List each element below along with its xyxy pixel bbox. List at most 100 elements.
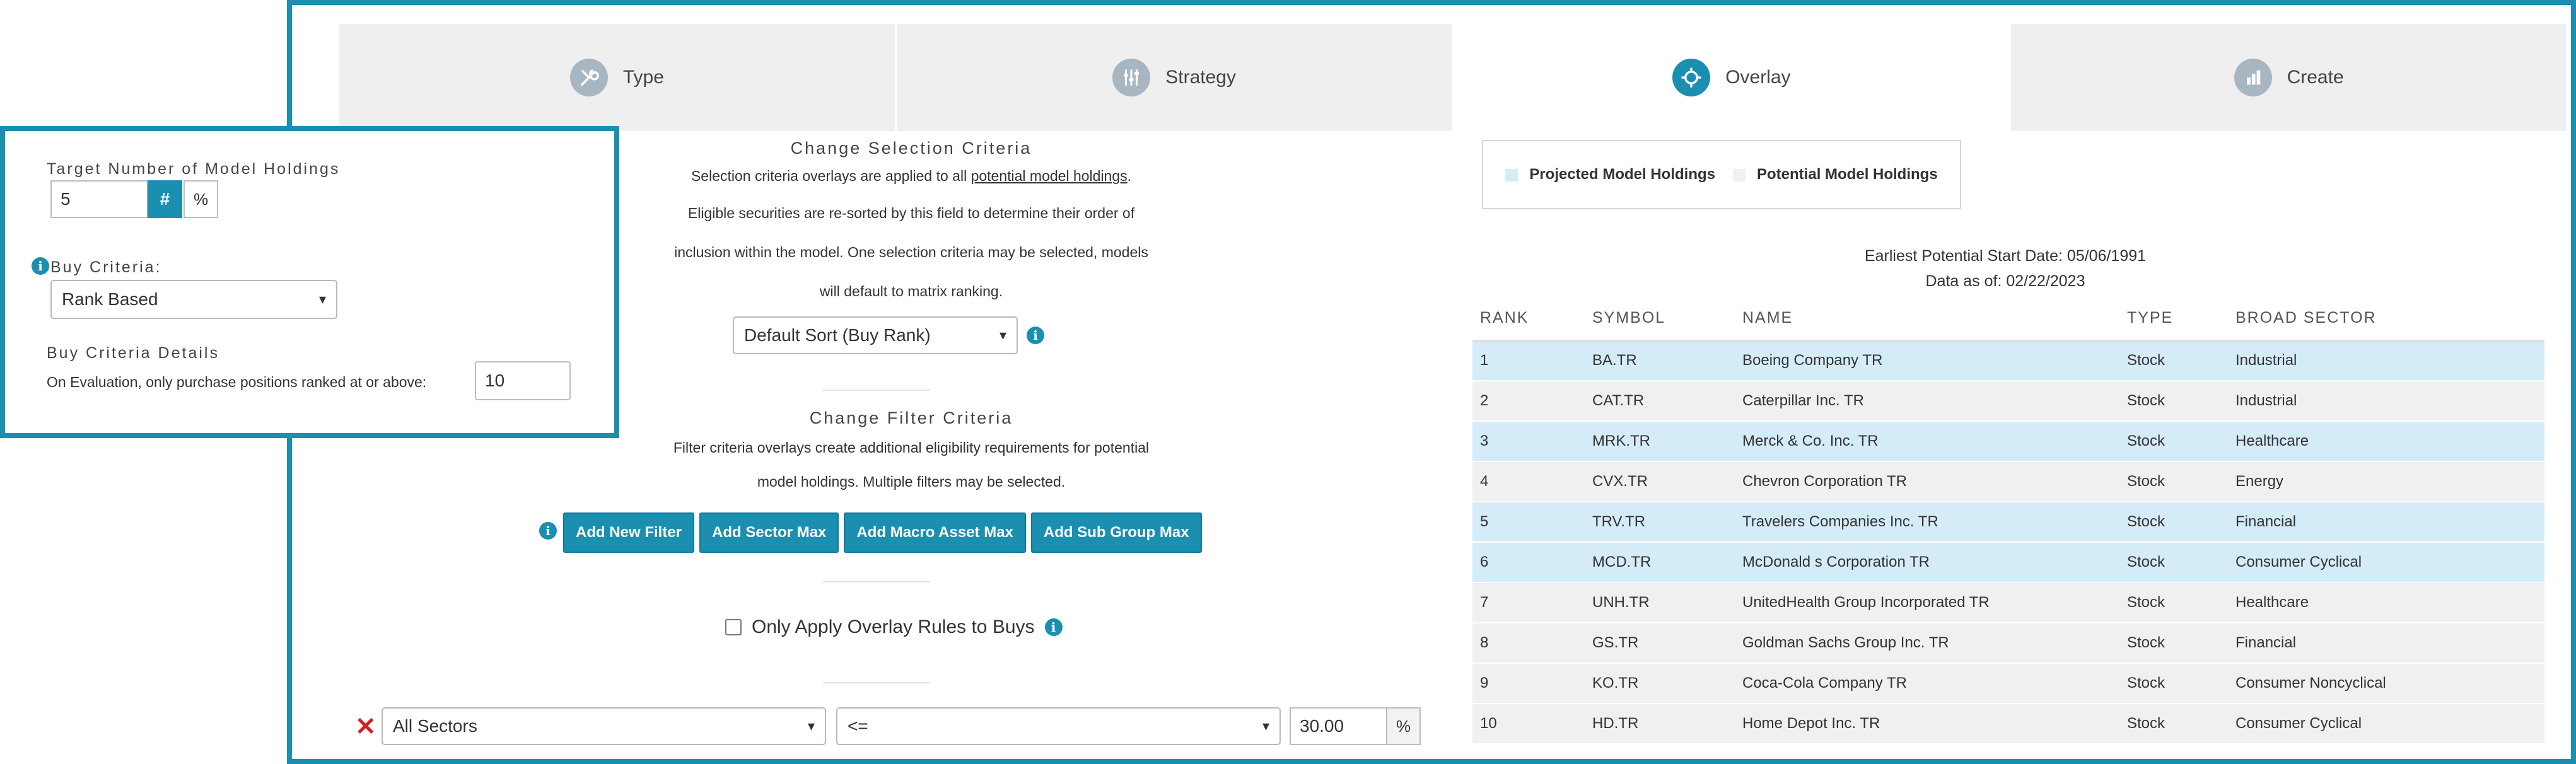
percent-mode-button[interactable]: % bbox=[184, 180, 218, 218]
filter-criteria-section: Change Filter Criteria Filter criteria o… bbox=[334, 408, 1488, 496]
filter-value-input[interactable]: 30.00 bbox=[1290, 707, 1387, 745]
cell-rank: 8 bbox=[1472, 623, 1585, 664]
only-buys-label: Only Apply Overlay Rules to Buys bbox=[752, 616, 1035, 637]
sector-select-value: All Sectors bbox=[393, 716, 477, 736]
only-buys-checkbox[interactable] bbox=[725, 619, 742, 635]
buy-criteria-info-icon[interactable]: i bbox=[32, 257, 49, 275]
cell-rank: 2 bbox=[1472, 381, 1585, 422]
cell-type: Stock bbox=[2119, 703, 2228, 744]
cell-type: Stock bbox=[2119, 340, 2228, 381]
only-buys-row: Only Apply Overlay Rules to Buys i bbox=[725, 616, 1063, 638]
only-buys-info-icon[interactable]: i bbox=[1044, 618, 1063, 636]
filter-unit-addon: % bbox=[1386, 707, 1421, 745]
buy-criteria-details-label: Buy Criteria Details bbox=[47, 344, 219, 362]
add-sector-max-button[interactable]: Add Sector Max bbox=[699, 512, 839, 553]
selection-criteria-title: Change Selection Criteria bbox=[790, 139, 1032, 158]
filter-info-icon[interactable]: i bbox=[539, 522, 557, 540]
target-holdings-input[interactable]: 5 bbox=[50, 180, 148, 218]
info-icon[interactable]: i bbox=[1027, 327, 1044, 344]
sector-select[interactable]: All Sectors ▾ bbox=[382, 707, 826, 745]
cell-name: Caterpillar Inc. TR bbox=[1735, 381, 2119, 422]
chevron-down-icon: ▾ bbox=[1262, 718, 1269, 734]
count-mode-button[interactable]: # bbox=[148, 180, 182, 218]
tab-type[interactable]: Type bbox=[339, 24, 897, 131]
table-row[interactable]: 2 CAT.TR Caterpillar Inc. TR Stock Industria… bbox=[1472, 381, 2544, 422]
table-row[interactable]: 9 KO.TR Coca-Cola Company TR Stock Consumer … bbox=[1472, 663, 2544, 704]
legend-potential-label: Potential Model Holdings bbox=[1757, 166, 1938, 183]
selection-criteria-section: Change Selection Criteria Selection crit… bbox=[334, 139, 1488, 311]
cell-sector: Industrial bbox=[2228, 381, 2544, 422]
filter-criteria-title: Change Filter Criteria bbox=[809, 408, 1013, 427]
cell-rank: 10 bbox=[1472, 703, 1585, 744]
chevron-down-icon: ▾ bbox=[318, 291, 326, 307]
col-name: NAME bbox=[1735, 296, 2119, 342]
potential-holdings-link[interactable]: potential model holdings bbox=[970, 168, 1128, 184]
cell-name: Chevron Corporation TR bbox=[1735, 461, 2119, 502]
cell-name: Goldman Sachs Group Inc. TR bbox=[1735, 623, 2119, 664]
operator-select[interactable]: <= ▾ bbox=[836, 707, 1281, 745]
table-row[interactable]: 1 BA.TR Boeing Company TR Stock Industrial bbox=[1472, 340, 2544, 381]
add-sub-group-max-button[interactable]: Add Sub Group Max bbox=[1030, 512, 1202, 553]
cell-symbol: KO.TR bbox=[1585, 663, 1735, 704]
cell-sector: Consumer Noncyclical bbox=[2228, 663, 2544, 704]
buy-criteria-details-text: On Evaluation, only purchase positions r… bbox=[47, 374, 427, 390]
sort-select-value: Default Sort (Buy Rank) bbox=[744, 325, 931, 345]
overlay-icon bbox=[1672, 59, 1711, 96]
tab-overlay-label: Overlay bbox=[1725, 67, 1791, 88]
chevron-down-icon: ▾ bbox=[999, 327, 1006, 343]
potential-swatch bbox=[1733, 168, 1746, 182]
sort-select[interactable]: Default Sort (Buy Rank) ▾ bbox=[733, 316, 1018, 354]
col-symbol: SYMBOL bbox=[1585, 296, 1735, 342]
cell-name: Home Depot Inc. TR bbox=[1735, 703, 2119, 744]
cell-type: Stock bbox=[2119, 663, 2228, 704]
cell-sector: Industrial bbox=[2228, 340, 2544, 381]
cell-symbol: CAT.TR bbox=[1585, 381, 1735, 422]
legend-projected: Projected Model Holdings bbox=[1505, 166, 1715, 183]
remove-filter-icon[interactable]: ✕ bbox=[355, 713, 376, 741]
table-row[interactable]: 7 UNH.TR UnitedHealth Group Incorporated T… bbox=[1472, 582, 2544, 623]
cell-name: UnitedHealth Group Incorporated TR bbox=[1735, 582, 2119, 623]
tab-create-label: Create bbox=[2287, 67, 2344, 88]
start-date-text: Earliest Potential Start Date: 05/06/199… bbox=[1864, 247, 2147, 265]
cell-sector: Healthcare bbox=[2228, 582, 2544, 623]
tools-icon bbox=[569, 59, 608, 96]
cell-sector: Financial bbox=[2228, 502, 2544, 543]
legend-potential: Potential Model Holdings bbox=[1733, 166, 1938, 183]
tab-create[interactable]: Create bbox=[2011, 24, 2568, 131]
table-row[interactable]: 8 GS.TR Goldman Sachs Group Inc. TR Stock Fi… bbox=[1472, 623, 2544, 664]
selection-criteria-line2: Eligible securities are re-sorted by thi… bbox=[687, 205, 1135, 221]
add-new-filter-button[interactable]: Add New Filter bbox=[563, 512, 695, 553]
cell-symbol: GS.TR bbox=[1585, 623, 1735, 664]
tab-strategy[interactable]: Strategy bbox=[896, 24, 1454, 131]
wizard-tabs: Type Strategy Overlay Create bbox=[339, 24, 2568, 131]
legend-projected-label: Projected Model Holdings bbox=[1529, 166, 1716, 183]
tab-overlay[interactable]: Overlay bbox=[1454, 24, 2012, 131]
buy-criteria-value: Rank Based bbox=[62, 289, 158, 309]
cell-rank: 1 bbox=[1472, 340, 1585, 381]
table-row[interactable]: 10 HD.TR Home Depot Inc. TR Stock Consumer C… bbox=[1472, 703, 2544, 744]
buy-criteria-select[interactable]: Rank Based ▾ bbox=[50, 280, 337, 319]
table-row[interactable]: 6 MCD.TR McDonald s Corporation TR Stock Con… bbox=[1472, 542, 2544, 583]
cell-sector: Consumer Cyclical bbox=[2228, 542, 2544, 583]
cell-name: McDonald s Corporation TR bbox=[1735, 542, 2119, 583]
filter-buttons: Add New Filter Add Sector Max Add Macro … bbox=[563, 512, 1202, 553]
cell-rank: 3 bbox=[1472, 421, 1585, 462]
rank-threshold-input[interactable]: 10 bbox=[475, 361, 571, 400]
col-sector: BROAD SECTOR bbox=[2228, 296, 2544, 342]
cell-name: Boeing Company TR bbox=[1735, 340, 2119, 381]
cell-sector: Energy bbox=[2228, 461, 2544, 502]
cell-rank: 4 bbox=[1472, 461, 1585, 502]
bar-chart-icon bbox=[2234, 59, 2272, 96]
cell-type: Stock bbox=[2119, 381, 2228, 422]
divider bbox=[823, 682, 930, 683]
tab-strategy-label: Strategy bbox=[1165, 67, 1236, 88]
cell-symbol: BA.TR bbox=[1585, 340, 1735, 381]
table-row[interactable]: 4 CVX.TR Chevron Corporation TR Stock Energy bbox=[1472, 461, 2544, 502]
table-row[interactable]: 5 TRV.TR Travelers Companies Inc. TR Stock F… bbox=[1472, 502, 2544, 543]
target-holdings-label: Target Number of Model Holdings bbox=[47, 160, 341, 178]
cell-type: Stock bbox=[2119, 502, 2228, 543]
table-row[interactable]: 3 MRK.TR Merck & Co. Inc. TR Stock Healthcar… bbox=[1472, 421, 2544, 462]
sliders-icon bbox=[1112, 59, 1151, 96]
add-macro-asset-max-button[interactable]: Add Macro Asset Max bbox=[844, 512, 1026, 553]
cell-name: Coca-Cola Company TR bbox=[1735, 663, 2119, 704]
